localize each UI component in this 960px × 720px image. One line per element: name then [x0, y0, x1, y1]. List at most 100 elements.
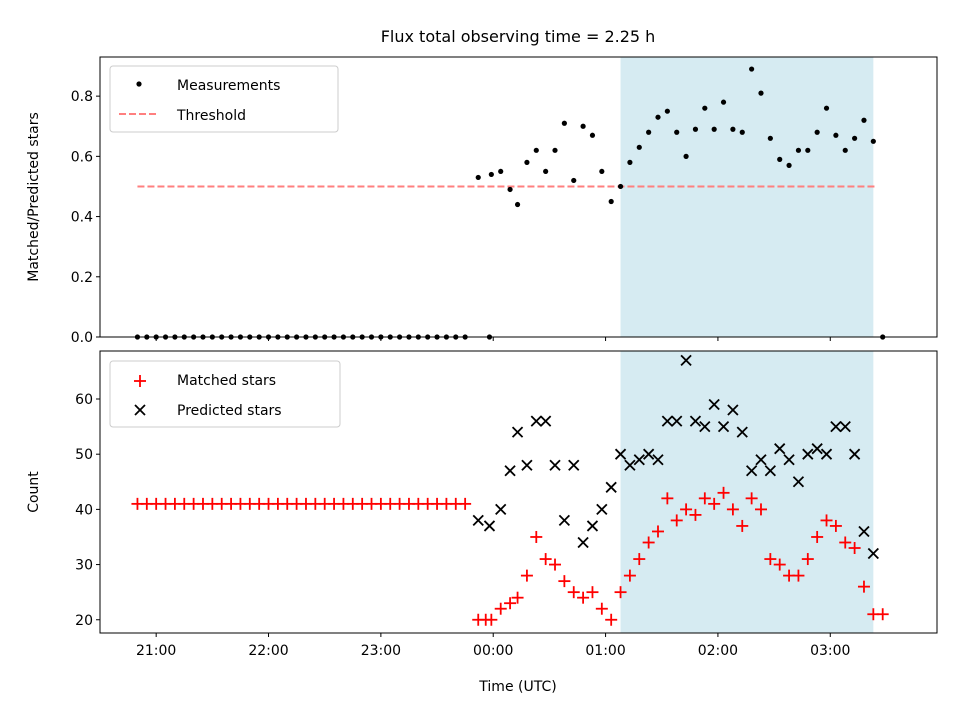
matched-stars-point — [829, 519, 842, 532]
predicted-stars-point — [614, 448, 627, 460]
measurement-point — [842, 147, 848, 153]
measurement-point — [739, 129, 745, 135]
y-tick-label: 20 — [75, 613, 93, 629]
bottom-axes-frame — [99, 350, 938, 634]
x-tick-label: 00:00 — [473, 643, 513, 659]
matched-stars-point — [857, 580, 870, 593]
measurement-point — [767, 135, 773, 141]
predicted-stars-point — [699, 420, 711, 433]
matched-stars-point — [567, 586, 580, 599]
measurement-point — [627, 159, 633, 165]
top-y-label: Matched/Predicted stars — [26, 112, 42, 282]
x-axis-label: Time (UTC) — [478, 679, 556, 695]
predicted-stars-point — [643, 448, 655, 460]
predicted-stars-point — [596, 503, 608, 516]
matched-stars-point — [773, 558, 786, 571]
predicted-stars-point — [774, 443, 786, 455]
measurement-point — [730, 126, 736, 132]
predicted-stars-point — [521, 459, 533, 471]
measurement-point — [636, 144, 642, 150]
measurement-point — [646, 129, 652, 135]
matched-stars-point — [736, 519, 749, 532]
measurement-point — [580, 123, 586, 129]
matched-stars-point — [494, 602, 507, 615]
top-panel: 0.00.20.40.60.8 Matched/Predicted stars … — [26, 56, 938, 346]
bottom-marks — [131, 354, 889, 626]
measurement-point — [488, 171, 494, 178]
matched-stars-point — [586, 586, 599, 599]
matched-stars-point — [642, 536, 655, 549]
measurement-point — [475, 174, 481, 181]
measurement-point — [711, 126, 717, 132]
predicted-stars-point — [568, 459, 580, 471]
predicted-stars-point — [717, 420, 730, 433]
predicted-stars-point — [745, 465, 758, 477]
measurement-point — [664, 108, 670, 114]
bottom-panel: 20 30 40 50 60 21:00 22:00 23:00 00:00 01:00 02:0… — [26, 350, 938, 695]
predicted-stars-point — [530, 415, 542, 427]
bottom-legend-box — [109, 360, 341, 428]
matched-stars-point — [811, 530, 824, 543]
measurements-legend-label: Measurements — [177, 78, 280, 94]
x-tick-label: 23:00 — [361, 643, 401, 659]
predicted-stars-point — [586, 520, 599, 532]
x-tick-label: 22:00 — [248, 643, 288, 659]
matched-legend-label: Matched stars — [177, 373, 276, 389]
y-tick-label: 0.0 — [71, 330, 93, 346]
measurement-point — [514, 201, 521, 208]
matched-stars-point — [661, 492, 674, 505]
predicted-stars-point — [727, 404, 739, 416]
measurement-point — [533, 147, 539, 153]
y-tick-label: 0.8 — [71, 89, 93, 105]
predicted-stars-point — [624, 459, 636, 471]
top-x-ticks — [155, 337, 831, 341]
threshold-legend-label: Threshold — [176, 108, 246, 124]
measurement-point — [589, 132, 596, 138]
measurement-point — [777, 156, 783, 162]
top-axes-frame — [99, 56, 938, 338]
matched-stars-point — [614, 586, 627, 599]
measurement-point — [543, 168, 549, 175]
matched-stars-point — [708, 497, 721, 510]
predicted-stars-point — [605, 481, 617, 493]
predicted-stars-point — [680, 354, 692, 367]
y-tick-label: 30 — [75, 558, 93, 574]
measurement-point — [599, 168, 605, 175]
predicted-stars-point — [783, 454, 795, 466]
bottom-highlight-span — [620, 351, 874, 633]
measurement-point — [786, 162, 792, 168]
matched-stars-point — [670, 514, 683, 527]
predicted-stars-point — [671, 415, 683, 427]
measurement-point — [795, 147, 802, 153]
predicted-stars-point — [802, 448, 814, 460]
matched-stars-point — [717, 486, 730, 499]
measurement-point — [833, 132, 839, 138]
y-tick-label: 50 — [75, 447, 93, 463]
measurement-point — [823, 105, 830, 111]
x-tick-label: 01:00 — [585, 643, 625, 659]
measurement-point — [749, 66, 755, 72]
predicted-stars-point — [858, 525, 870, 538]
predicted-stars-point — [558, 514, 571, 527]
predicted-stars-point — [661, 415, 673, 427]
predicted-stars-point — [689, 415, 702, 427]
matched-stars-point — [633, 553, 646, 566]
matched-stars-point — [504, 597, 517, 610]
predicted-stars-point — [820, 448, 833, 460]
x-tick-label: 02:00 — [698, 643, 738, 659]
measurement-point — [861, 117, 867, 123]
matched-stars-point — [605, 613, 618, 626]
measurement-point — [758, 90, 764, 96]
measurement-point — [870, 138, 876, 144]
predicted-stars-point — [811, 443, 823, 455]
measurement-point — [805, 147, 811, 153]
matched-stars-point — [726, 503, 739, 516]
y-tick-label: 40 — [75, 502, 93, 518]
measurement-point — [608, 198, 614, 205]
matched-stars-point — [801, 553, 814, 566]
matched-legend-marker — [134, 375, 146, 387]
matched-stars-point — [459, 497, 472, 510]
x-tick-label: 03:00 — [810, 643, 850, 659]
matched-stars-point — [792, 569, 805, 582]
matched-stars-point — [848, 542, 861, 555]
